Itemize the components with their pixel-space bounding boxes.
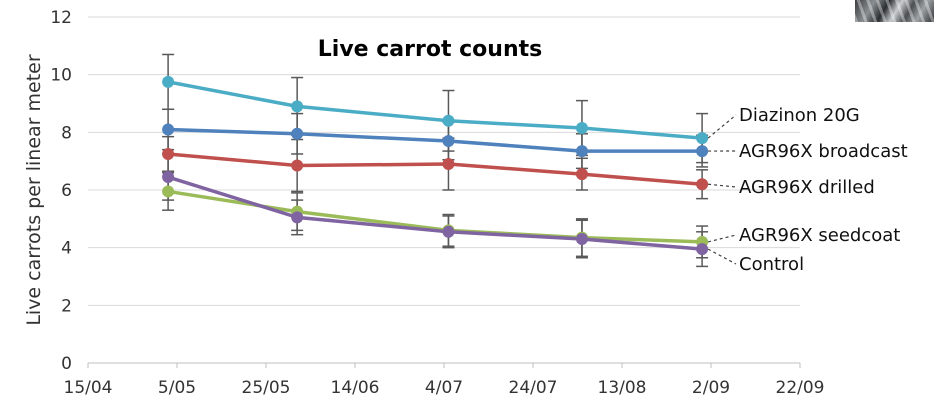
y-tick-label: 4 <box>61 239 72 259</box>
series-lines <box>167 80 703 251</box>
chart-title: Live carrot counts <box>318 37 542 62</box>
data-point <box>162 75 175 88</box>
legend-leader <box>707 234 737 243</box>
data-point <box>442 158 455 171</box>
data-point <box>696 243 709 256</box>
data-point <box>696 132 709 145</box>
y-tick-label: 10 <box>50 66 72 86</box>
data-point <box>696 178 709 191</box>
data-point <box>442 225 455 238</box>
legend-label: Control <box>739 254 804 275</box>
corner-photo <box>855 0 934 22</box>
data-point <box>291 100 304 113</box>
legend-leader <box>708 183 737 188</box>
x-tick-label: 24/07 <box>509 378 558 398</box>
y-tick-label: 12 <box>50 8 72 28</box>
data-point <box>442 134 455 147</box>
y-tick-label: 6 <box>61 181 72 201</box>
x-tick-label: 22/09 <box>776 378 825 398</box>
x-tick-label: 15/04 <box>64 378 113 398</box>
legend-label: AGR96X broadcast <box>739 141 908 162</box>
data-point <box>162 171 175 184</box>
legend-label: Diazinon 20G <box>739 105 860 126</box>
y-axis-title: Live carrots per linear meter <box>23 54 45 326</box>
legend-callouts: Diazinon 20G AGR96X broadcast AGR96X drill… <box>707 105 908 275</box>
series-line <box>167 80 703 140</box>
data-point <box>162 147 175 160</box>
y-tick-label: 0 <box>61 354 72 374</box>
x-tick-label: 5/05 <box>158 378 196 398</box>
data-point <box>442 114 455 127</box>
data-point <box>575 145 588 158</box>
data-point <box>575 168 588 181</box>
x-tick-label: 14/06 <box>331 378 380 398</box>
data-point <box>162 185 175 198</box>
data-point <box>291 159 304 172</box>
axes: 0 2 4 6 8 10 12 15/04 5/05 25/05 14/06 4/07 24/07 13/… <box>50 8 824 398</box>
data-point <box>291 211 304 224</box>
y-tick-label: 8 <box>61 123 72 143</box>
series-line <box>167 152 703 186</box>
x-tick-label: 4/07 <box>425 378 463 398</box>
legend-leader <box>707 248 737 265</box>
data-point <box>575 233 588 246</box>
series-points <box>162 75 709 256</box>
legend-label: AGR96X drilled <box>739 177 875 198</box>
x-tick-label: 25/05 <box>242 378 291 398</box>
x-tick-label: 13/08 <box>598 378 647 398</box>
data-point <box>162 123 175 136</box>
data-point <box>696 145 709 158</box>
legend-label: AGR96X seedcoat <box>739 225 900 246</box>
x-tick-label: 2/09 <box>692 378 730 398</box>
data-point <box>575 122 588 135</box>
y-tick-label: 2 <box>61 296 72 316</box>
legend-leader <box>707 114 737 139</box>
data-point <box>291 127 304 140</box>
series-line <box>167 189 703 244</box>
